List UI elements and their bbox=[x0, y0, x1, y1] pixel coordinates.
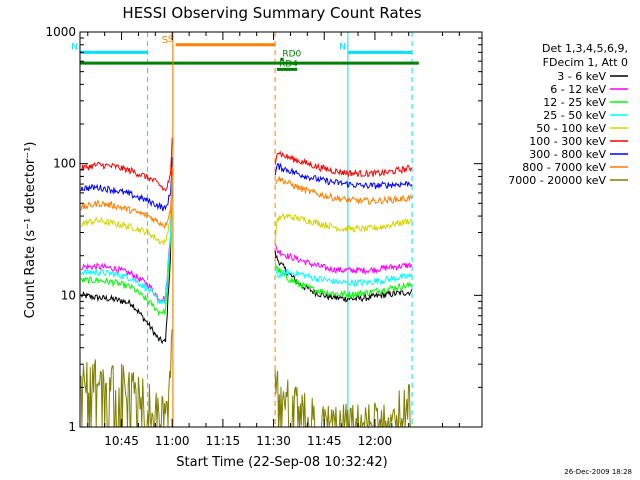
plot-frame bbox=[79, 31, 483, 428]
y-tick-label: 1 bbox=[68, 420, 76, 434]
y-tick-label: 100 bbox=[53, 157, 76, 171]
y-tick-label: 1000 bbox=[45, 25, 76, 39]
y-axis-ticks: 1 10 100 1000 bbox=[45, 25, 482, 434]
legend-label-100-300-kev: 100 - 300 keV bbox=[529, 135, 606, 148]
series-line-12-25-kev bbox=[274, 262, 413, 300]
legend-label-3-6-kev: 3 - 6 keV bbox=[557, 70, 606, 83]
legend-label-6-12-kev: 6 - 12 keV bbox=[550, 83, 606, 96]
x-tick-label: 11:00 bbox=[155, 434, 190, 448]
series-layer bbox=[80, 137, 413, 429]
legend-label-300-800-kev: 300 - 800 keV bbox=[529, 148, 606, 161]
x-axis-ticks: 10:45 11:00 11:15 11:30 11:45 12:00 bbox=[87, 32, 460, 448]
x-tick-label: 10:45 bbox=[104, 434, 139, 448]
status-bar-layer: NNSRD0RD4S bbox=[71, 35, 419, 427]
series-line-300-800-kev bbox=[274, 162, 413, 190]
series-line-6-12-kev bbox=[274, 243, 413, 275]
series-line-25-50-kev bbox=[80, 164, 173, 306]
x-tick-label: 12:00 bbox=[358, 434, 393, 448]
status-label-rd0: RD0 bbox=[282, 49, 301, 59]
legend-label-12-25-kev: 12 - 25 keV bbox=[543, 96, 606, 109]
x-tick-label: 11:15 bbox=[206, 434, 241, 448]
legend-label-50-100-kev: 50 - 100 keV bbox=[536, 122, 606, 135]
series-line-300-800-kev bbox=[80, 157, 173, 212]
status-label-s: S bbox=[168, 35, 174, 45]
x-tick-label: 11:30 bbox=[256, 434, 291, 448]
y-axis-label: Count Rate (s⁻¹ detector⁻¹) bbox=[23, 142, 38, 319]
legend-header-line-1: Det 1,3,4,5,6,9, bbox=[542, 42, 628, 55]
series-line-3-6-kev bbox=[80, 169, 173, 345]
x-tick-label: 11:45 bbox=[307, 434, 342, 448]
legend: Det 1,3,4,5,6,9, FDecim 1, Att 0 3 - 6 k… bbox=[508, 42, 628, 187]
series-line-12-25-kev bbox=[80, 168, 173, 317]
legend-header-line-2: FDecim 1, Att 0 bbox=[543, 56, 628, 69]
series-line-800-7000-kev bbox=[80, 167, 173, 230]
series-line-800-7000-kev bbox=[274, 176, 413, 205]
legend-label-800-7000-kev: 800 - 7000 keV bbox=[522, 161, 606, 174]
series-line-100-300-kev bbox=[274, 150, 413, 178]
series-line-50-100-kev bbox=[274, 213, 413, 240]
footer-date: 26-Dec-2009 18:28 bbox=[564, 468, 632, 476]
y-tick-label: 10 bbox=[61, 288, 76, 302]
series-line-50-100-kev bbox=[80, 170, 173, 246]
series-line-100-300-kev bbox=[80, 137, 173, 192]
legend-label-7000-20000-kev: 7000 - 20000 keV bbox=[508, 174, 606, 187]
chart-title: HESSI Observing Summary Count Rates bbox=[122, 4, 421, 22]
legend-label-25-50-kev: 25 - 50 keV bbox=[543, 109, 606, 122]
status-label-n: N bbox=[71, 42, 78, 52]
series-line-25-50-kev bbox=[274, 267, 413, 288]
x-axis-label: Start Time (22-Sep-08 10:32:42) bbox=[176, 455, 387, 470]
status-label-n: N bbox=[339, 42, 346, 52]
gap-start-label: S bbox=[162, 35, 168, 46]
